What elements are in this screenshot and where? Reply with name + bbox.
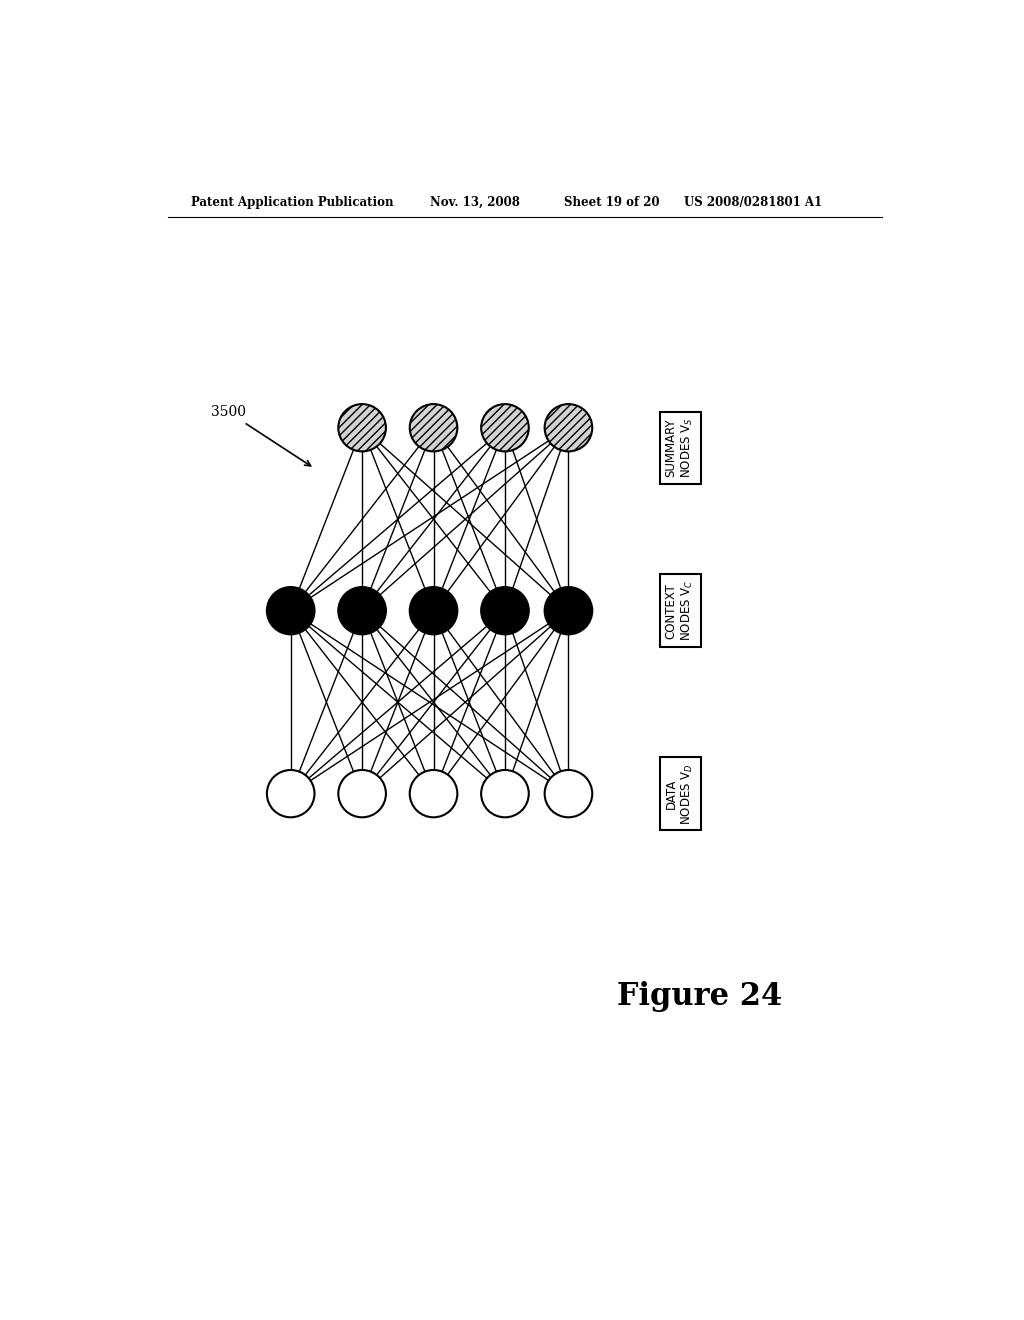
Ellipse shape bbox=[267, 587, 314, 635]
Ellipse shape bbox=[410, 587, 458, 635]
Text: Sheet 19 of 20: Sheet 19 of 20 bbox=[564, 195, 660, 209]
Ellipse shape bbox=[338, 404, 386, 451]
Ellipse shape bbox=[481, 770, 528, 817]
Text: 3500: 3500 bbox=[211, 405, 310, 466]
Ellipse shape bbox=[545, 587, 592, 635]
Ellipse shape bbox=[481, 587, 528, 635]
Ellipse shape bbox=[545, 770, 592, 817]
Text: DATA
NODES V$_D$: DATA NODES V$_D$ bbox=[665, 763, 694, 825]
Text: US 2008/0281801 A1: US 2008/0281801 A1 bbox=[684, 195, 821, 209]
Ellipse shape bbox=[267, 770, 314, 817]
Ellipse shape bbox=[410, 404, 458, 451]
Ellipse shape bbox=[338, 587, 386, 635]
Ellipse shape bbox=[545, 404, 592, 451]
Text: Figure 24: Figure 24 bbox=[616, 982, 782, 1012]
Ellipse shape bbox=[481, 404, 528, 451]
Text: CONTEXT
NODES V$_C$: CONTEXT NODES V$_C$ bbox=[665, 579, 694, 642]
Ellipse shape bbox=[410, 770, 458, 817]
Text: SUMMARY
NODES V$_S$: SUMMARY NODES V$_S$ bbox=[665, 417, 694, 478]
Text: Nov. 13, 2008: Nov. 13, 2008 bbox=[430, 195, 519, 209]
Ellipse shape bbox=[338, 770, 386, 817]
Text: Patent Application Publication: Patent Application Publication bbox=[191, 195, 394, 209]
